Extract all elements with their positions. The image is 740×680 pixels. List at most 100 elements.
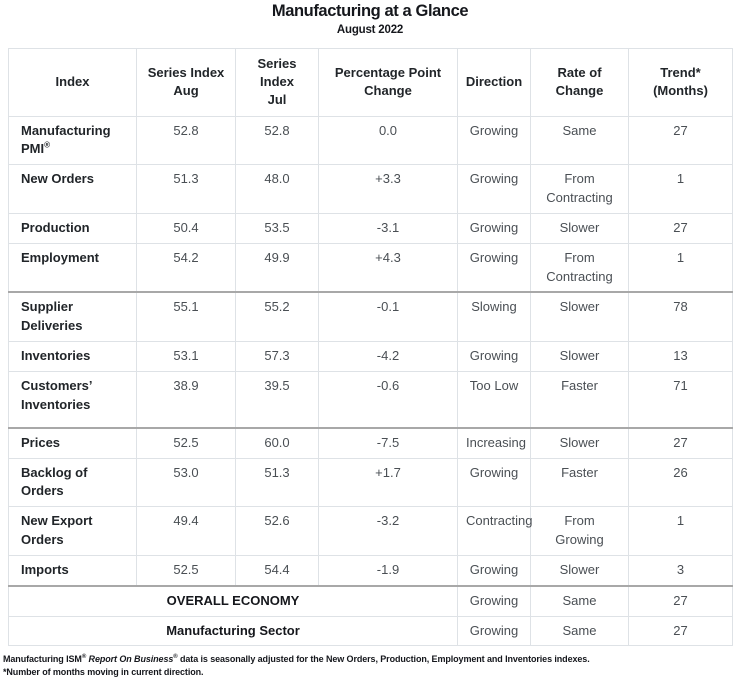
table-row: Imports 52.5 54.4 -1.9 Growing Slower 3 xyxy=(8,554,733,587)
table-row: Production 50.4 53.5 -3.1 Growing Slower 27 xyxy=(8,212,733,244)
table-row: New Orders 51.3 48.0 +3.3 Growing From Contra… xyxy=(8,164,733,214)
trend-months-cell: 3 xyxy=(628,554,733,587)
percentage-point-change-cell: -0.1 xyxy=(318,291,458,343)
table-row: Customers’ Inventories 38.9 39.5 -0.6 Too Lo… xyxy=(8,370,733,429)
index-name-cell: Production xyxy=(8,212,137,244)
percentage-point-change-cell: -3.2 xyxy=(318,506,458,556)
series-index-aug-cell: 53.1 xyxy=(136,341,236,372)
index-name-cell: New Orders xyxy=(8,164,137,214)
index-name: New Orders xyxy=(21,171,94,187)
index-name: Prices xyxy=(21,434,61,450)
column-header-6: Trend* (Months) xyxy=(628,48,733,117)
column-header-5: Rate of Change xyxy=(530,48,629,117)
percentage-point-change-cell: -7.5 xyxy=(318,426,458,459)
trend-months-cell: 71 xyxy=(628,370,733,429)
rate-of-change-cell: Same xyxy=(530,584,629,617)
trend-months-cell: 1 xyxy=(628,242,733,293)
index-name-cell: Backlog of Orders xyxy=(8,457,137,508)
series-index-aug-cell: 52.5 xyxy=(136,554,236,587)
percentage-point-change-cell: -1.9 xyxy=(318,554,458,587)
series-index-jul-cell: 39.5 xyxy=(235,370,319,429)
index-name-cell: Inventories xyxy=(8,341,137,372)
series-index-jul-cell: 55.2 xyxy=(235,291,319,343)
series-index-aug-cell: 53.0 xyxy=(136,457,236,508)
title-block: Manufacturing at a Glance August 2022 xyxy=(0,0,740,36)
index-name-cell: Prices xyxy=(8,426,137,459)
trend-months-cell: 13 xyxy=(628,341,733,372)
series-index-jul-cell: 60.0 xyxy=(235,426,319,459)
series-index-aug-cell: 49.4 xyxy=(136,506,236,556)
series-index-aug-cell: 52.8 xyxy=(136,115,236,166)
column-header-3: Percentage Point Change xyxy=(318,48,458,117)
series-index-aug-cell: 38.9 xyxy=(136,370,236,429)
series-index-aug-cell: 51.3 xyxy=(136,164,236,214)
summary-row: Manufacturing Sector Growing Same 27 xyxy=(8,615,733,647)
index-name-cell: Employment xyxy=(8,242,137,293)
series-index-jul-cell: 52.6 xyxy=(235,506,319,556)
direction-cell: Growing xyxy=(457,615,531,647)
series-index-jul-cell: 53.5 xyxy=(235,212,319,244)
footnote-line-1: Manufacturing ISM® Report On Business® d… xyxy=(3,653,740,666)
direction-cell: Growing xyxy=(457,554,531,587)
table-body: Manufacturing PMI® 52.8 52.8 0.0 Growing Same… xyxy=(8,115,733,647)
rate-of-change-cell: Slower xyxy=(530,426,629,459)
series-index-aug-cell: 52.5 xyxy=(136,426,236,459)
direction-cell: Growing xyxy=(457,242,531,293)
index-name: Employment xyxy=(21,249,100,265)
page-subtitle: August 2022 xyxy=(336,24,404,36)
direction-cell: Growing xyxy=(457,212,531,244)
percentage-point-change-cell: +1.7 xyxy=(318,457,458,508)
series-index-jul-cell: 48.0 xyxy=(235,164,319,214)
percentage-point-change-cell: +3.3 xyxy=(318,164,458,214)
series-index-jul-cell: 57.3 xyxy=(235,341,319,372)
percentage-point-change-cell: +4.3 xyxy=(318,242,458,293)
trend-months-cell: 27 xyxy=(628,115,733,166)
index-name-cell: Customers’ Inventories xyxy=(8,370,137,429)
footnote-line-2: *Number of months moving in current dire… xyxy=(3,667,204,678)
trend-months-cell: 27 xyxy=(628,212,733,244)
trend-months-cell: 78 xyxy=(628,291,733,343)
index-name-cell: Manufacturing PMI® xyxy=(8,115,137,166)
direction-cell: Contracting xyxy=(457,506,532,556)
index-name: New Export Orders xyxy=(21,513,93,548)
series-index-aug-cell: 55.1 xyxy=(136,291,236,343)
rate-of-change-cell: Same xyxy=(530,115,629,166)
index-name: Supplier Deliveries xyxy=(21,299,83,334)
column-header-4: Direction xyxy=(457,48,531,117)
summary-label-cell: Manufacturing Sector xyxy=(8,615,458,647)
rate-of-change-cell: From Contracting xyxy=(530,164,629,214)
page-title: Manufacturing at a Glance xyxy=(271,2,469,20)
trend-months-cell: 1 xyxy=(628,506,733,556)
rate-of-change-cell: From Growing xyxy=(530,506,629,556)
direction-cell: Growing xyxy=(457,115,531,166)
index-name: Production xyxy=(21,219,90,235)
index-name: Inventories xyxy=(21,348,91,364)
footnote-text: data is seasonally adjusted for the New … xyxy=(177,654,590,665)
rate-of-change-cell: Faster xyxy=(530,370,629,429)
series-index-aug-cell: 50.4 xyxy=(136,212,236,244)
column-header-2: Series Index Jul xyxy=(235,48,319,117)
direction-cell: Increasing xyxy=(457,426,531,459)
direction-cell: Growing xyxy=(457,341,531,372)
index-name: Manufacturing PMI xyxy=(21,122,111,157)
index-name: Backlog of Orders xyxy=(21,464,88,499)
rate-of-change-cell: Faster xyxy=(530,457,629,508)
series-index-jul-cell: 49.9 xyxy=(235,242,319,293)
table-row: Supplier Deliveries 55.1 55.2 -0.1 Slowing Sl… xyxy=(8,291,733,343)
index-name-cell: Imports xyxy=(8,554,137,587)
rate-of-change-cell: Slower xyxy=(530,341,629,372)
table-row: Inventories 53.1 57.3 -4.2 Growing Slower 13 xyxy=(8,341,733,372)
summary-label-cell: OVERALL ECONOMY xyxy=(8,584,458,617)
table-row: Backlog of Orders 53.0 51.3 +1.7 Growing Fast… xyxy=(8,457,733,508)
index-name: Imports xyxy=(21,561,69,577)
trend-months-cell: 27 xyxy=(628,426,733,459)
column-header-0: Index xyxy=(8,48,137,117)
registered-trademark-symbol: ® xyxy=(44,141,51,151)
series-index-jul-cell: 51.3 xyxy=(235,457,319,508)
direction-cell: Too Low xyxy=(457,370,531,429)
direction-cell: Growing xyxy=(457,584,531,617)
report-on-business-title: Report On Business xyxy=(88,654,174,665)
trend-months-cell: 26 xyxy=(628,457,733,508)
series-index-jul-cell: 52.8 xyxy=(235,115,319,166)
direction-cell: Slowing xyxy=(457,291,531,343)
